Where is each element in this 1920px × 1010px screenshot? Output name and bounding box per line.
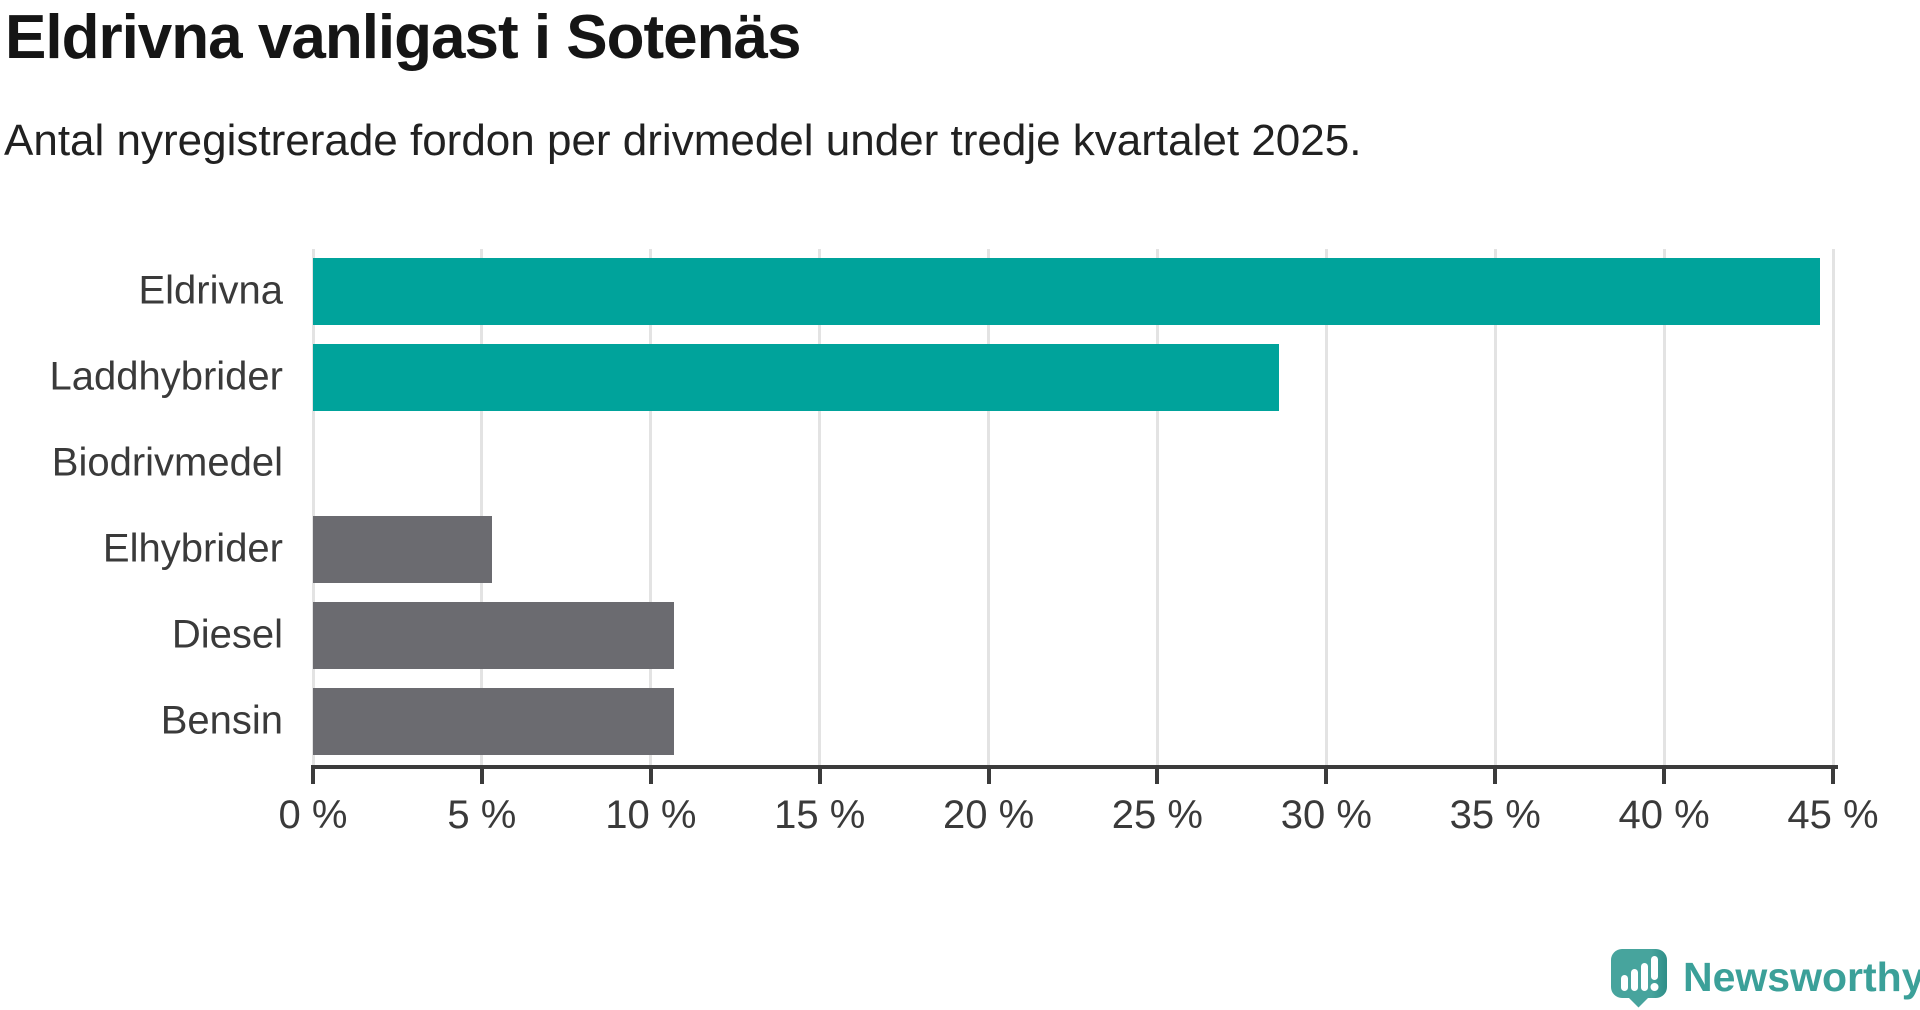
gridline [1493, 249, 1497, 765]
category-label: Diesel [171, 612, 283, 657]
x-tick-label: 35 % [1449, 793, 1541, 837]
x-tick-mark [1324, 765, 1329, 784]
x-tick-mark [311, 765, 315, 784]
x-tick-mark [1662, 765, 1667, 784]
bar-rows: Eldrivna Laddhybrider Biodrivmedel Elhyb… [0, 249, 1920, 765]
bar-row-laddhybrider: Laddhybrider [0, 335, 1920, 421]
chart-subtitle: Antal nyregistrerade fordon per drivmede… [4, 116, 1362, 165]
gridline [1831, 249, 1835, 765]
category-label: Laddhybrider [49, 354, 284, 399]
bar-row-bensin: Bensin [0, 679, 1920, 765]
x-tick-label: 45 % [1787, 793, 1879, 837]
x-tick-label: 5 % [447, 793, 517, 837]
bar-row-diesel: Diesel [0, 593, 1920, 679]
bar-row-biodrivmedel: Biodrivmedel [0, 421, 1920, 507]
newsworthy-logo: Newsworthy [1610, 948, 1920, 1008]
chart-title: Eldrivna vanligast i Sotenäs [5, 3, 801, 72]
x-tick-mark [1831, 765, 1835, 784]
gridline [818, 249, 822, 765]
x-tick-label: 30 % [1280, 793, 1372, 837]
bar-bensin [313, 688, 675, 755]
gridline [1324, 249, 1328, 765]
gridline [649, 249, 653, 765]
x-tick-label: 0 % [278, 793, 348, 837]
x-tick-mark [648, 765, 653, 784]
x-tick-mark [479, 765, 484, 784]
x-tick-label: 25 % [1111, 793, 1203, 837]
bar-row-elhybrider: Elhybrider [0, 507, 1920, 593]
speech-bubble-bar-chart-icon [1611, 949, 1667, 1008]
gridline [987, 249, 991, 765]
brand-name: Newsworthy [1683, 954, 1920, 1000]
x-tick-label: 15 % [774, 793, 866, 837]
gridline [1662, 249, 1666, 765]
bar-elhybrider [313, 516, 492, 583]
category-label: Biodrivmedel [51, 440, 283, 485]
x-tick-label: 40 % [1618, 793, 1710, 837]
plot-area: Eldrivna Laddhybrider Biodrivmedel Elhyb… [0, 249, 1920, 765]
bar-laddhybrider [313, 344, 1279, 411]
x-tick-mark [1155, 765, 1160, 784]
category-label: Eldrivna [138, 268, 283, 313]
category-label: Elhybrider [102, 526, 283, 571]
bar-eldrivna [313, 258, 1820, 325]
x-axis-ticks: 0 % 5 % 10 % 15 % 20 % 25 % 30 % 35 % 40 % 45 % [279, 765, 1879, 837]
gridline [1155, 249, 1159, 765]
bar-diesel [313, 602, 675, 669]
x-tick-mark [986, 765, 991, 784]
category-label: Bensin [160, 698, 283, 743]
x-tick-label: 20 % [943, 793, 1035, 837]
gridline [311, 249, 315, 765]
x-tick-mark [817, 765, 822, 784]
gridline [480, 249, 484, 765]
bar-row-eldrivna: Eldrivna [0, 249, 1920, 335]
x-tick-mark [1493, 765, 1498, 784]
gridlines [311, 249, 1837, 765]
x-tick-label: 10 % [605, 793, 697, 837]
x-axis-line [311, 765, 1838, 769]
